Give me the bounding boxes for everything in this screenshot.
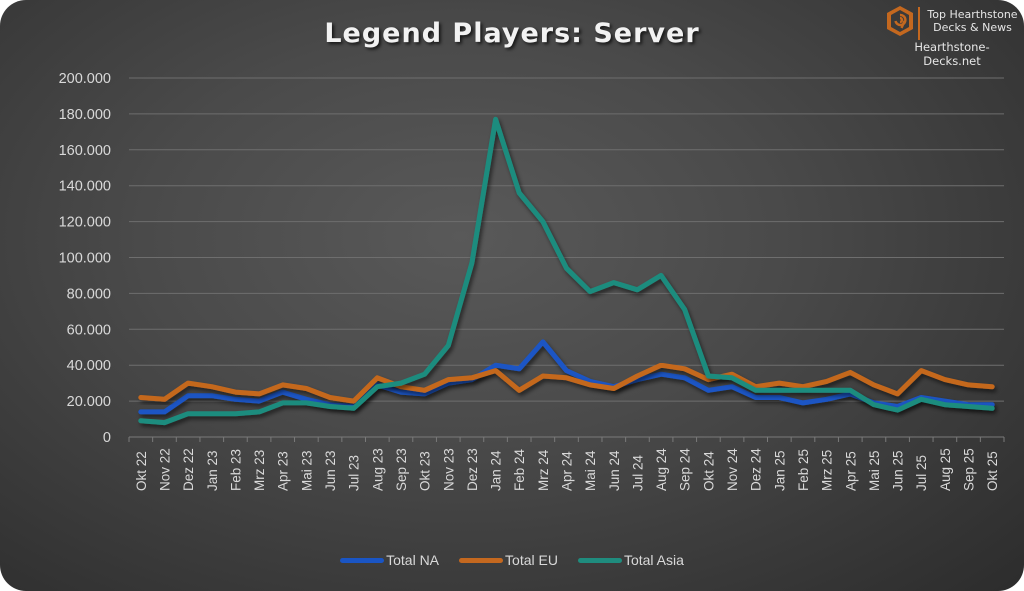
legend-item-eu[interactable]: Total EU [459,552,558,568]
x-tick-label: Sep 24 [678,448,693,491]
legend-item-asia[interactable]: Total Asia [577,552,684,568]
y-axis-labels: 0 20.000 40.000 60.000 80.000 100.000 120.000 1… [59,71,111,446]
x-tick-label: Jun 25 [891,450,906,491]
x-tick-label: Nov 24 [725,448,740,491]
legend-label-eu: Total EU [505,552,558,568]
x-tick-label: Mai 24 [583,450,598,491]
x-tick-label: Feb 23 [228,449,243,491]
brand-tagline-1: Top Hearthstone [927,8,1018,21]
brand-divider [918,7,920,40]
brand-block[interactable]: Top Hearthstone Decks & News Hearthstone… [885,4,1020,68]
x-tick-label: Nov 23 [441,448,456,491]
x-tick-label: Okt 22 [134,451,149,491]
y-tick-label: 60.000 [67,322,111,338]
hearthstone-logo-icon [887,6,913,36]
x-tick-label: Jul 25 [914,455,929,491]
x-tick-label: Nov 22 [157,448,172,491]
x-tick-label: Jul 24 [630,454,645,491]
y-tick-label: 120.000 [59,215,111,231]
x-tick-label: Jan 24 [489,450,504,491]
x-tick-label: Dez 23 [465,448,480,491]
x-tick-label: Jan 25 [772,450,787,491]
y-tick-label: 80.000 [67,286,111,302]
legend-swatch-eu [459,557,504,563]
gridlines [129,77,1004,402]
y-tick-label: 140.000 [59,179,111,195]
x-tick-label: Jun 23 [323,450,338,491]
y-tick-label: 0 [103,430,111,446]
x-tick-label: Dez 22 [181,448,196,491]
x-tick-label: Apr 23 [276,451,291,491]
x-tick-label: Mrz 24 [536,449,551,491]
x-tick-label: Apr 24 [560,451,575,491]
series-line-total-asia[interactable] [138,116,995,426]
x-tick-label: Mrz 23 [252,450,267,491]
y-tick-label: 20.000 [67,394,111,410]
brand-tagline-2: Decks & News [933,21,1012,34]
x-tick-label: Okt 23 [418,451,433,491]
legend-label-na: Total NA [386,552,440,568]
x-tick-label: Sep 23 [394,448,409,491]
x-tick-label: Jun 24 [607,450,622,491]
x-tick-label: Aug 25 [938,448,953,491]
brand-url[interactable]: Hearthstone-Decks.net [914,40,990,68]
x-tick-label: Okt 24 [701,451,716,491]
x-tick-label: Jan 23 [205,450,220,491]
x-tick-label: Okt 25 [985,451,1000,491]
series-line-total-eu[interactable] [138,362,995,404]
y-tick-label: 160.000 [59,143,111,159]
x-tick-label: Aug 24 [654,448,669,491]
x-tick-label: Apr 25 [843,451,858,491]
legend-label-asia: Total Asia [623,552,684,568]
x-axis: Okt 22 Nov 22 Dez 22 Jan 23 Feb 23 Mrz 23 Apr … [128,436,1005,491]
x-tick-label: Jul 23 [347,455,362,491]
y-tick-label: 200.000 [59,71,111,87]
x-tick-label: Sep 25 [962,448,977,491]
y-tick-label: 180.000 [59,107,111,123]
x-tick-label: Mai 25 [867,450,882,491]
y-tick-label: 100.000 [59,251,111,267]
series-lines [138,116,995,426]
x-tick-label: Aug 23 [370,448,385,491]
x-tick-label: Mrz 25 [820,450,835,491]
series-line-total-na[interactable] [138,339,995,415]
legend-swatch-asia [577,557,622,563]
chart-title: Legend Players: Server [324,18,700,49]
x-tick-label: Mai 23 [299,450,314,491]
y-tick-label: 40.000 [67,358,111,374]
x-tick-label: Dez 24 [749,448,764,491]
x-tick-label: Feb 24 [512,448,527,491]
legend-item-na[interactable]: Total NA [340,552,439,568]
legend-swatch-na [340,557,385,563]
chart-legend: Total NA Total EU Total Asia [0,552,1024,568]
x-tick-label: Feb 25 [796,449,811,491]
